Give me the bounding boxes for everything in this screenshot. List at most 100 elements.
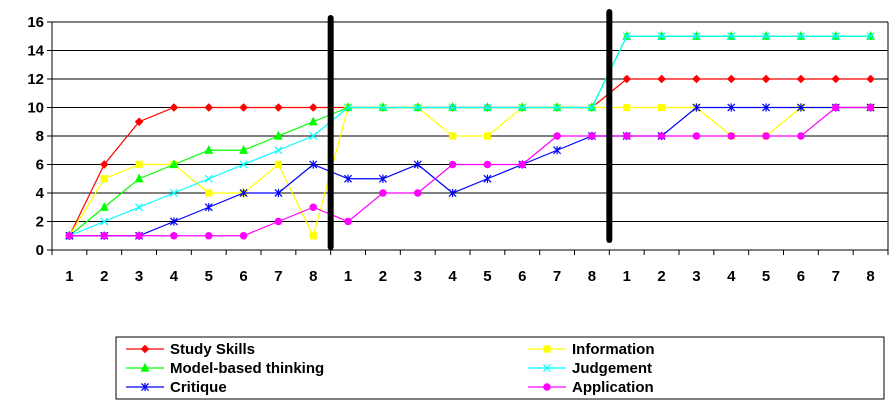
data-point (657, 74, 666, 84)
data-point (448, 160, 457, 169)
data-point (309, 232, 317, 240)
y-tick-label: 0 (36, 242, 44, 259)
data-point (309, 131, 318, 141)
x-tick-label: 6 (518, 268, 526, 285)
legend-label: Critique (170, 379, 227, 396)
data-point (140, 382, 150, 392)
data-point (588, 132, 596, 140)
data-point (831, 103, 840, 112)
data-point (169, 217, 178, 226)
x-tick-label: 2 (657, 268, 665, 285)
data-point (274, 188, 283, 198)
data-point (99, 160, 109, 169)
data-point (140, 344, 150, 354)
data-point (831, 74, 841, 84)
data-point (796, 103, 805, 112)
data-point (622, 74, 632, 84)
data-point (239, 188, 248, 198)
data-point (448, 103, 457, 112)
legend-label: Study Skills (170, 341, 255, 358)
data-point (274, 130, 283, 140)
data-point (169, 103, 179, 112)
data-point (169, 188, 178, 198)
data-point (543, 383, 551, 391)
data-point (413, 189, 422, 197)
data-point (483, 160, 492, 169)
series-line (69, 106, 871, 237)
x-tick-label: 6 (797, 268, 805, 285)
data-point (448, 188, 457, 198)
data-point (134, 173, 144, 183)
x-tick-label: 5 (762, 268, 770, 285)
data-point (866, 74, 875, 84)
x-tick-label: 4 (170, 268, 179, 285)
y-tick-label: 2 (36, 214, 44, 231)
x-tick-label: 8 (309, 268, 317, 285)
data-point (796, 74, 806, 84)
x-tick-label: 1 (344, 268, 352, 285)
data-point (761, 74, 771, 84)
data-point (726, 74, 736, 84)
legend-label: Application (572, 379, 654, 396)
data-point (692, 74, 701, 84)
data-point (448, 132, 457, 140)
data-point (727, 103, 736, 112)
x-tick-label: 3 (414, 268, 422, 285)
data-point (100, 175, 108, 183)
data-point (657, 32, 666, 41)
data-point (378, 103, 387, 112)
data-point (135, 160, 143, 169)
data-point (762, 32, 771, 41)
data-point (762, 132, 770, 140)
data-point (413, 103, 422, 112)
data-point (309, 160, 318, 169)
data-point (274, 217, 283, 226)
data-point (170, 231, 178, 240)
y-tick-label: 14 (27, 43, 44, 60)
data-point (692, 132, 701, 140)
data-point (309, 203, 318, 212)
x-tick-label: 7 (832, 268, 840, 285)
data-point (622, 32, 631, 41)
data-point (308, 103, 318, 112)
series-study-skills (65, 74, 875, 241)
data-point (344, 174, 353, 183)
legend-item: Critique (126, 379, 227, 396)
data-point (622, 132, 631, 140)
x-tick-label: 4 (727, 268, 736, 285)
data-point (413, 160, 422, 169)
data-point (866, 32, 875, 41)
series-lines (65, 31, 875, 241)
data-point (553, 103, 562, 112)
series-line (69, 35, 871, 237)
y-tick-label: 8 (36, 128, 44, 145)
legend-item: Model-based thinking (126, 360, 324, 377)
x-tick-label: 3 (135, 268, 143, 285)
x-tick-label: 5 (483, 268, 491, 285)
data-point (727, 132, 736, 140)
data-point (239, 231, 248, 240)
series-line (68, 106, 871, 238)
series-line (68, 78, 871, 237)
data-point (483, 174, 492, 183)
data-point (543, 345, 551, 353)
x-tick-label: 1 (623, 268, 631, 285)
data-point (379, 189, 387, 197)
legend-label: Judgement (572, 360, 652, 377)
data-point (866, 103, 875, 112)
data-point (204, 231, 213, 240)
data-point (831, 32, 840, 41)
series-application (65, 103, 875, 240)
legend: Study Skills Information Model-based think… (115, 336, 885, 400)
legend-item: Application (528, 379, 654, 396)
data-point (657, 103, 666, 112)
phase-dividers (327, 9, 613, 250)
data-point (727, 32, 736, 41)
data-point (378, 174, 387, 183)
data-point (796, 32, 805, 41)
data-point (169, 159, 179, 169)
data-point (134, 117, 144, 127)
